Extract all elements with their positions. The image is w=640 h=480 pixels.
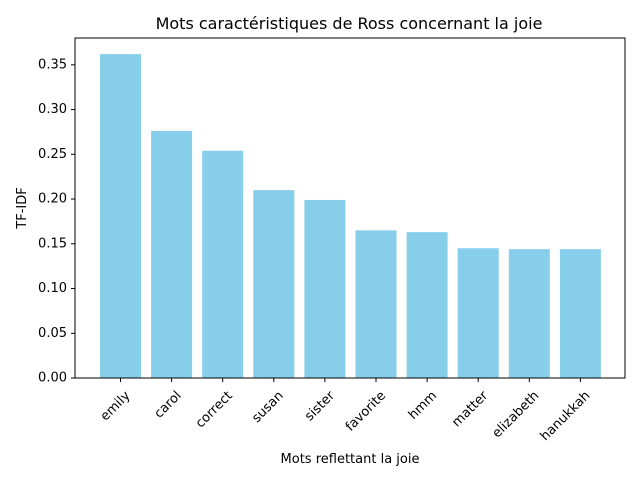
x-tick-label: correct [193,388,236,431]
bar-hanukkah [559,249,601,378]
y-tick-label: 0.25 [38,147,67,162]
x-tick-label: hmm [406,388,440,422]
x-tick-label: matter [449,388,491,430]
bars-group [100,54,601,379]
x-axis-ticks: emily carol correct susan sister favorite hmm m… [98,378,594,444]
y-tick-label: 0.20 [38,192,67,207]
y-tick-label: 0.00 [38,371,67,386]
x-tick-label: favorite [343,388,389,434]
chart-title: Mots caractéristiques de Ross concernant… [156,14,543,33]
y-tick-label: 0.30 [38,102,67,117]
bar-susan [253,190,295,378]
bar-hmm [406,232,448,378]
plot-frame [74,37,626,379]
x-tick-label: sister [302,388,338,424]
x-tick-label: susan [249,388,286,425]
y-tick-label: 0.05 [38,326,67,341]
y-axis-label: TF-IDF [15,187,30,229]
y-tick-label: 0.35 [38,57,67,72]
bar-matter [457,248,499,378]
x-tick-label: hanukkah [538,388,594,444]
bar-carol [151,131,193,378]
y-tick-label: 0.15 [38,236,67,251]
y-axis-ticks: 0.00 0.05 0.10 0.15 0.20 0.25 0.30 0.35 [38,57,75,386]
bar-elizabeth [508,249,550,378]
x-tick-label: emily [98,388,134,424]
bar-emily [100,54,141,379]
y-tick-label: 0.10 [38,281,67,296]
bar-favorite [355,230,397,378]
x-tick-label: carol [152,388,185,421]
bar-correct [202,150,244,378]
bar-sister [304,199,346,378]
x-axis-label: Mots reflettant la joie [281,452,420,467]
x-tick-label: elizabeth [490,388,543,441]
